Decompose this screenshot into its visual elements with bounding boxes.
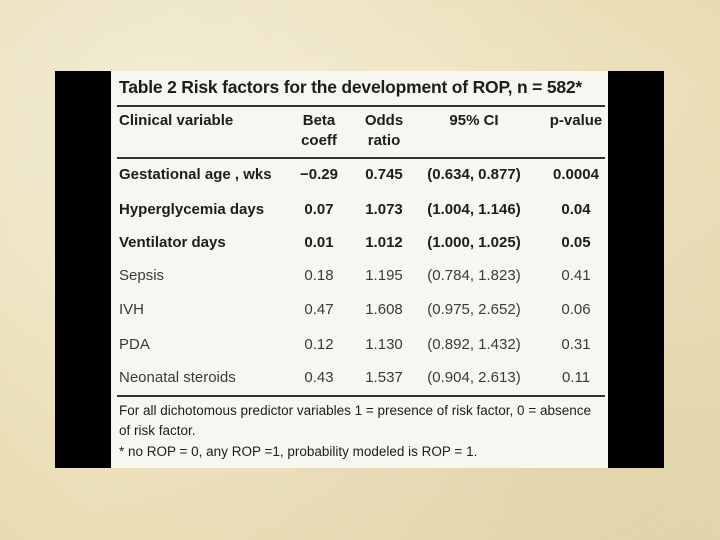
cell-p: 0.41 (561, 267, 591, 284)
table-row: Sepsis 0.18 1.195 (0.784, 1.823) 0.41 (111, 264, 608, 288)
cell-odds: 1.537 (365, 369, 403, 386)
header-beta-coeff: Beta coeff (297, 111, 341, 151)
cell-ci: (0.784, 1.823) (427, 267, 521, 284)
cell-beta: 0.18 (304, 267, 334, 284)
cell-odds: 1.195 (365, 267, 403, 284)
cell-ci: (0.892, 1.432) (427, 336, 521, 353)
cell-odds: 1.073 (365, 201, 403, 218)
cell-variable: Gestational age , wks (119, 166, 272, 183)
table-row: Hyperglycemia days 0.07 1.073 (1.004, 1.… (111, 198, 608, 222)
cell-odds: 1.608 (365, 301, 403, 318)
cell-variable: Sepsis (119, 267, 165, 284)
table-caption: Table 2 Risk factors for the development… (119, 77, 583, 97)
cell-variable: Ventilator days (119, 234, 226, 251)
cell-odds: 0.745 (365, 166, 403, 183)
cell-p: 0.31 (561, 336, 591, 353)
footnote-line-1: For all dichotomous predictor variables … (119, 403, 591, 418)
cell-p: 0.05 (561, 234, 591, 251)
header-p-value: p-value (549, 112, 603, 129)
cell-p: 0.11 (561, 369, 591, 386)
cell-variable: Neonatal steroids (119, 369, 236, 386)
top-rule (117, 105, 605, 107)
header-beta-line1: Beta (302, 112, 336, 129)
cell-beta: 0.01 (304, 234, 334, 251)
cell-beta: 0.43 (304, 369, 334, 386)
footnote-line-2: of risk factor. (119, 423, 196, 438)
cell-beta: 0.12 (304, 336, 334, 353)
cell-variable: IVH (119, 301, 145, 318)
header-odds-ratio: Odds ratio (361, 111, 407, 151)
cell-p: 0.06 (561, 301, 591, 318)
cell-ci: (0.975, 2.652) (427, 301, 521, 318)
slide-image-frame: Table 2 Risk factors for the development… (55, 71, 664, 468)
cell-beta: 0.47 (304, 301, 334, 318)
cell-p: 0.0004 (553, 166, 599, 183)
header-95-ci: 95% CI (449, 112, 499, 129)
cell-odds: 1.012 (365, 234, 403, 251)
header-rule (117, 157, 605, 159)
cell-variable: PDA (119, 336, 150, 353)
header-clinical-variable: Clinical variable (119, 112, 234, 129)
cell-ci: (1.000, 1.025) (427, 234, 521, 251)
table-row: Gestational age , wks −0.29 0.745 (0.634… (111, 163, 608, 187)
header-odds-line2: ratio (367, 132, 401, 149)
table-row: Ventilator days 0.01 1.012 (1.000, 1.025… (111, 231, 608, 255)
footnote-line-3: * no ROP = 0, any ROP =1, probability mo… (119, 444, 478, 459)
cell-beta: −0.29 (300, 166, 338, 183)
cell-beta: 0.07 (304, 201, 334, 218)
header-beta-line2: coeff (301, 132, 337, 149)
cell-variable: Hyperglycemia days (119, 201, 265, 218)
cell-p: 0.04 (561, 201, 591, 218)
cell-odds: 1.130 (365, 336, 403, 353)
cell-ci: (0.904, 2.613) (427, 369, 521, 386)
cell-ci: (0.634, 0.877) (427, 166, 521, 183)
bottom-rule (117, 395, 605, 397)
table-row: IVH 0.47 1.608 (0.975, 2.652) 0.06 (111, 298, 608, 322)
cell-ci: (1.004, 1.146) (427, 201, 521, 218)
table-image: Table 2 Risk factors for the development… (111, 71, 608, 468)
table-row: Neonatal steroids 0.43 1.537 (0.904, 2.6… (111, 366, 608, 390)
header-odds-line1: Odds (364, 112, 404, 129)
table-row: PDA 0.12 1.130 (0.892, 1.432) 0.31 (111, 333, 608, 357)
